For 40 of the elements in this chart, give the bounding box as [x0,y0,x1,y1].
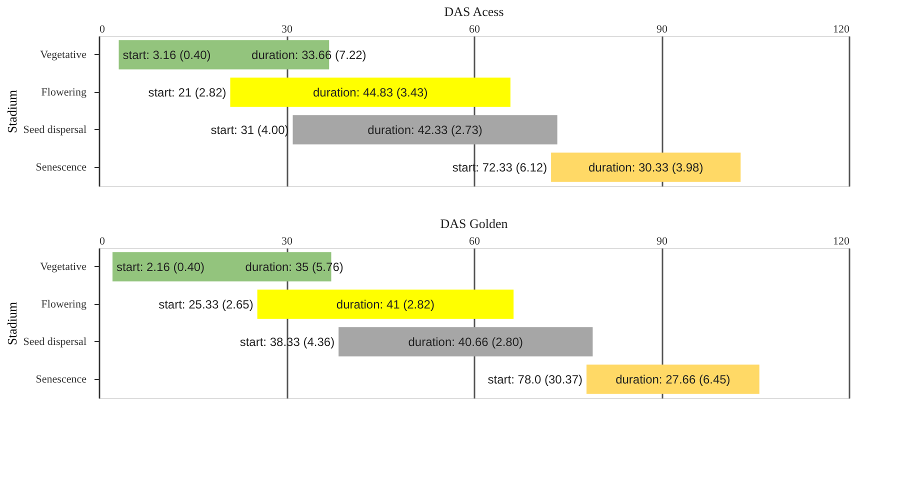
x-tick-label: 120 [833,236,850,248]
y-tick-label: Seed dispersal [23,124,86,136]
y-axis-title: Stadium [4,90,20,134]
chart-title: DAS Acess [444,4,504,19]
bar [338,327,593,356]
data-label: duration: 41 (2.82) [336,297,434,312]
x-tick-label: 0 [100,24,106,36]
bar [586,364,760,394]
annotation: start: 25.33 (2.65) [158,297,254,312]
y-tick-label: Vegetative [40,260,87,273]
x-tick-label: 120 [833,24,850,36]
bar [257,290,514,319]
x-tick-label: 90 [656,24,668,36]
y-tick-label: Senescence [36,161,87,174]
y-tick-label: Seed dispersal [23,336,86,348]
x-tick-label: 90 [656,236,668,248]
data-label: duration: 27.66 (6.45) [616,372,730,386]
chart-title: DAS Golden [440,216,508,231]
bar [292,115,558,144]
annotation: start: 2.16 (0.40) [116,260,205,274]
x-tick-label: 60 [469,24,480,36]
y-axis-title: Stadium [4,302,20,346]
y-tick-label: Flowering [41,298,87,310]
y-tick-label: Senescence [36,373,87,386]
x-tick-label: 0 [100,236,106,248]
annotation: start: 3.16 (0.40) [122,48,211,62]
annotation: start: 21 (2.82) [148,85,226,100]
data-label: duration: 44.83 (3.43) [312,85,428,100]
y-tick-label: Flowering [41,86,87,98]
annotation: start: 78.0 (30.37) [488,372,582,386]
data-label: duration: 40.66 (2.80) [408,334,523,349]
bar [118,40,330,70]
bar [551,152,741,182]
x-tick-label: 30 [282,24,293,36]
data-label: duration: 42.33 (2.73) [368,122,482,137]
data-label: duration: 30.33 (3.98) [588,160,704,174]
y-tick-label: Vegetative [40,48,87,61]
bar [230,78,510,107]
x-tick-label: 30 [282,236,293,248]
x-tick-label: 60 [469,236,480,248]
